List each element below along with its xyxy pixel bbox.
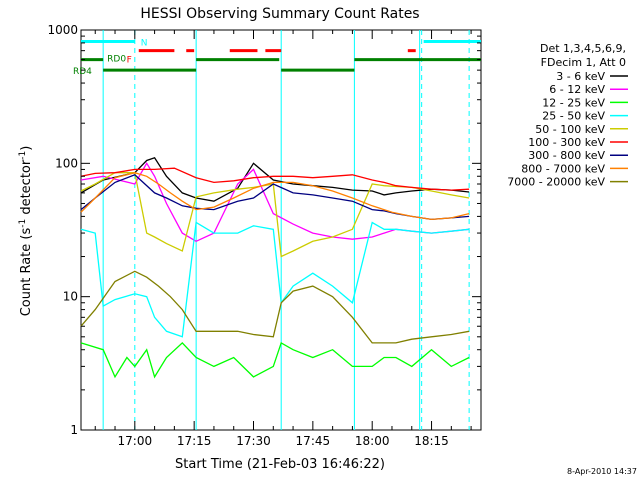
- series-line-3: [80, 221, 470, 338]
- x-tick-label-3: 17:45: [296, 434, 331, 448]
- x-tick-label-4: 18:00: [355, 434, 390, 448]
- legend-label-0: 3 - 6 keV: [556, 70, 605, 83]
- y-axis-label: Count Rate (s-1 detector-1): [18, 146, 34, 317]
- x-axis-label: Start Time (21-Feb-03 16:46:22): [175, 457, 385, 472]
- series-line-5: [80, 167, 470, 191]
- x-tick-label-5: 18:15: [414, 434, 449, 448]
- guide-lines: [102, 30, 470, 430]
- legend-label-7: 800 - 7000 keV: [521, 162, 605, 175]
- y-axis-label-mid: detector: [19, 159, 34, 219]
- legend-label-8: 7000 - 20000 keV: [507, 176, 605, 189]
- series-line-7: [80, 172, 470, 221]
- y-tick-label-2: 100: [55, 156, 78, 170]
- legend-label-6: 300 - 800 keV: [528, 149, 605, 162]
- series-line-8: [80, 270, 470, 344]
- series-lines: [80, 157, 470, 379]
- y-axis-label-sup1: -1: [18, 219, 28, 228]
- legend-header-1: Det 1,3,4,5,6,9,: [540, 42, 626, 55]
- legend-label-5: 100 - 300 keV: [528, 136, 605, 149]
- flag-label-2: RD0: [107, 55, 126, 65]
- y-tick-label-1: 10: [63, 290, 78, 304]
- legend-label-3: 25 - 50 keV: [542, 110, 605, 123]
- series-line-2: [80, 341, 470, 379]
- axis-ticks: 17:00 17:15 17:30 17:45 18:00 18:15 1 10 100 1000: [47, 23, 481, 448]
- series-line-0: [80, 157, 470, 202]
- y-axis-label-main: Count Rate (s: [19, 228, 34, 317]
- timestamp: 8-Apr-2010 14:37: [567, 467, 637, 476]
- flag-label-1: F: [127, 56, 132, 66]
- legend-label-2: 12 - 25 keV: [542, 96, 605, 109]
- legend-label-4: 50 - 100 keV: [535, 123, 605, 136]
- x-tick-label-1: 17:15: [177, 434, 212, 448]
- chart-title: HESSI Observing Summary Count Rates: [140, 6, 419, 22]
- y-axis-label-sup2: -1: [18, 151, 28, 160]
- x-tick-label-2: 17:30: [236, 434, 271, 448]
- flag-label-0: N: [141, 38, 148, 48]
- legend-label-1: 6 - 12 keV: [549, 83, 605, 96]
- y-tick-label-3: 1000: [47, 23, 78, 37]
- legend-header-2: FDecim 1, Att 0: [541, 56, 626, 69]
- x-tick-label-0: 17:00: [118, 434, 153, 448]
- y-tick-label-0: 1: [70, 423, 78, 437]
- y-axis-label-end: ): [19, 146, 34, 151]
- flag-label-3: RD4: [73, 67, 92, 77]
